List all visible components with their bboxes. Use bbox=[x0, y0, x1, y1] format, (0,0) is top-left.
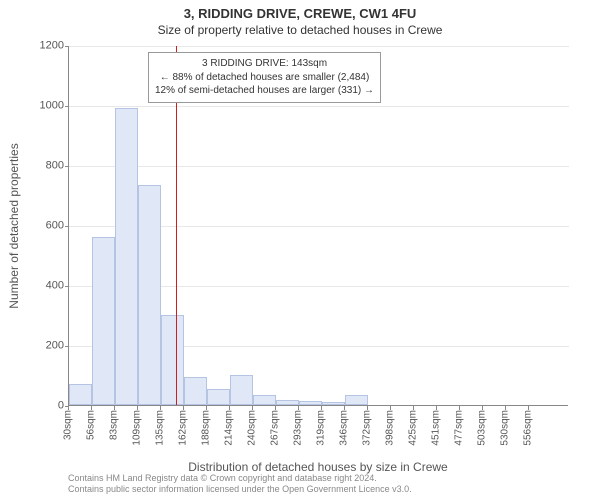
x-tick-label: 451sqm bbox=[431, 410, 442, 446]
histogram-bar bbox=[276, 400, 299, 405]
footer-attribution: Contains HM Land Registry data © Crown c… bbox=[68, 473, 412, 496]
histogram-bar bbox=[322, 402, 345, 405]
histogram-bar bbox=[207, 389, 230, 406]
x-tick-label: 135sqm bbox=[155, 410, 166, 446]
y-tick-mark bbox=[65, 226, 69, 227]
y-tick-mark bbox=[65, 286, 69, 287]
gridline bbox=[69, 46, 569, 47]
x-tick-label: 293sqm bbox=[293, 410, 304, 446]
y-tick-label: 600 bbox=[24, 221, 64, 232]
page-subtitle: Size of property relative to detached ho… bbox=[0, 21, 600, 37]
footer-line-1: Contains HM Land Registry data © Crown c… bbox=[68, 473, 412, 485]
y-tick-mark bbox=[65, 166, 69, 167]
y-tick-mark bbox=[65, 46, 69, 47]
x-tick-label: 56sqm bbox=[86, 410, 97, 440]
histogram-bar bbox=[115, 108, 138, 405]
x-tick-label: 556sqm bbox=[523, 410, 534, 446]
x-tick-label: 477sqm bbox=[454, 410, 465, 446]
histogram-bar bbox=[253, 395, 276, 406]
y-tick-label: 1200 bbox=[24, 41, 64, 52]
x-tick-label: 503sqm bbox=[477, 410, 488, 446]
histogram-bar bbox=[161, 315, 184, 405]
x-tick-label: 240sqm bbox=[247, 410, 258, 446]
footer-line-2: Contains public sector information licen… bbox=[68, 484, 412, 496]
x-tick-label: 398sqm bbox=[385, 410, 396, 446]
marker-infobox: 3 RIDDING DRIVE: 143sqm ← 88% of detache… bbox=[148, 52, 381, 103]
histogram-chart: Number of detached properties Distributi… bbox=[68, 46, 568, 406]
histogram-bar bbox=[92, 237, 115, 405]
x-tick-label: 425sqm bbox=[408, 410, 419, 446]
y-tick-label: 400 bbox=[24, 281, 64, 292]
x-tick-label: 319sqm bbox=[316, 410, 327, 446]
x-tick-label: 83sqm bbox=[109, 410, 120, 440]
x-tick-label: 188sqm bbox=[201, 410, 212, 446]
y-tick-label: 800 bbox=[24, 161, 64, 172]
infobox-line-3: 12% of semi-detached houses are larger (… bbox=[155, 84, 374, 98]
y-tick-mark bbox=[65, 346, 69, 347]
histogram-bar bbox=[299, 401, 322, 405]
page-title: 3, RIDDING DRIVE, CREWE, CW1 4FU bbox=[0, 0, 600, 21]
x-tick-label: 214sqm bbox=[224, 410, 235, 446]
y-tick-label: 1000 bbox=[24, 101, 64, 112]
gridline bbox=[69, 106, 569, 107]
histogram-bar bbox=[230, 375, 253, 405]
x-tick-label: 372sqm bbox=[362, 410, 373, 446]
infobox-line-1: 3 RIDDING DRIVE: 143sqm bbox=[155, 57, 374, 71]
histogram-bar bbox=[138, 185, 161, 406]
histogram-bar bbox=[345, 395, 368, 405]
gridline bbox=[69, 166, 569, 167]
y-axis-label: Number of detached properties bbox=[7, 143, 21, 308]
y-tick-label: 0 bbox=[24, 401, 64, 412]
y-tick-label: 200 bbox=[24, 341, 64, 352]
x-tick-label: 267sqm bbox=[270, 410, 281, 446]
x-tick-label: 30sqm bbox=[63, 410, 74, 440]
y-tick-mark bbox=[65, 106, 69, 107]
x-tick-label: 162sqm bbox=[178, 410, 189, 446]
histogram-bar bbox=[184, 377, 207, 406]
histogram-bar bbox=[69, 384, 92, 405]
x-tick-label: 109sqm bbox=[132, 410, 143, 446]
infobox-line-2: ← 88% of detached houses are smaller (2,… bbox=[155, 71, 374, 85]
x-tick-label: 346sqm bbox=[339, 410, 350, 446]
x-tick-label: 530sqm bbox=[500, 410, 511, 446]
